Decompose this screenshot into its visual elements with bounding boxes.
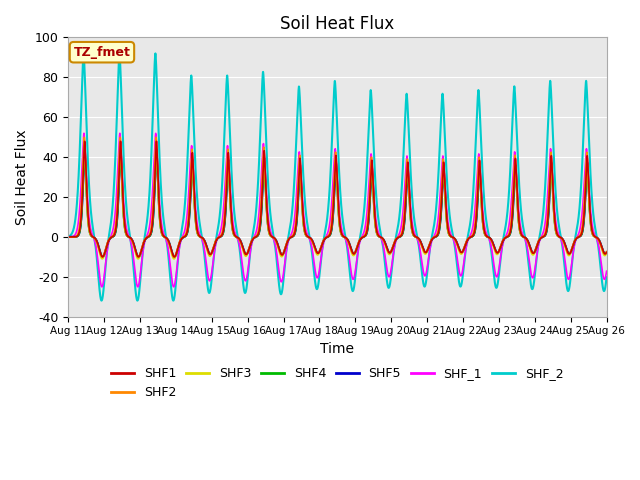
SHF3	[602, 252, 610, 257]
SHF2	[317, 243, 325, 249]
Line: SHF4: SHF4	[68, 151, 607, 257]
SHF_2	[80, 50, 88, 56]
SHF3	[428, 236, 436, 241]
SHF_1	[602, 271, 610, 277]
SHF_1	[603, 268, 611, 274]
SHF_2	[170, 298, 177, 303]
SHF_1	[428, 237, 436, 242]
SHF_1	[317, 253, 325, 259]
SHF2	[161, 234, 169, 240]
SHF2	[458, 249, 466, 255]
SHF3	[603, 250, 611, 256]
SHF2	[170, 254, 178, 260]
SHF1	[161, 234, 169, 240]
SHF1	[489, 240, 497, 245]
SHF1	[603, 250, 611, 255]
SHF4	[458, 250, 466, 255]
SHF3	[489, 241, 497, 247]
SHF2	[602, 250, 610, 255]
SHF_2	[161, 228, 169, 233]
SHF5	[161, 234, 169, 240]
Line: SHF5: SHF5	[68, 149, 607, 257]
SHF_1	[98, 284, 106, 290]
SHF_2	[603, 274, 611, 280]
SHF_2	[602, 279, 610, 285]
SHF5	[317, 244, 325, 250]
Legend: SHF1, SHF2, SHF3, SHF4, SHF5, SHF_1, SHF_2: SHF1, SHF2, SHF3, SHF4, SHF5, SHF_1, SHF…	[106, 362, 568, 404]
SHF2	[428, 236, 436, 241]
SHF1	[317, 244, 325, 250]
SHF4	[317, 244, 325, 250]
SHF5	[603, 250, 611, 255]
SHF2	[81, 134, 88, 140]
SHF4	[170, 254, 178, 260]
Line: SHF_1: SHF_1	[68, 133, 607, 287]
SHF5	[489, 240, 497, 245]
SHF2	[64, 234, 72, 240]
SHF3	[317, 243, 325, 249]
Y-axis label: Soil Heat Flux: Soil Heat Flux	[15, 129, 29, 225]
SHF5	[458, 250, 466, 255]
SHF3	[161, 234, 169, 240]
SHF3	[458, 251, 466, 256]
SHF5	[170, 254, 178, 260]
SHF4	[489, 240, 497, 245]
SHF1	[602, 251, 610, 256]
SHF1	[458, 250, 466, 255]
SHF2	[489, 240, 497, 246]
SHF1	[152, 138, 160, 144]
X-axis label: Time: Time	[321, 342, 355, 356]
SHF4	[603, 250, 611, 255]
SHF_2	[458, 278, 466, 284]
SHF4	[602, 251, 610, 256]
SHF3	[170, 256, 178, 262]
SHF_2	[428, 232, 436, 238]
Title: Soil Heat Flux: Soil Heat Flux	[280, 15, 394, 33]
SHF4	[152, 148, 160, 154]
SHF4	[161, 234, 169, 240]
SHF_1	[161, 234, 169, 240]
SHF1	[64, 234, 72, 240]
SHF5	[428, 236, 436, 242]
SHF_1	[489, 252, 497, 258]
Line: SHF1: SHF1	[68, 141, 607, 257]
Line: SHF3: SHF3	[68, 145, 607, 259]
SHF5	[602, 251, 610, 256]
SHF4	[428, 236, 436, 242]
SHF_1	[80, 131, 88, 136]
SHF5	[64, 234, 72, 240]
SHF4	[64, 234, 72, 240]
Line: SHF2: SHF2	[68, 137, 607, 257]
Line: SHF_2: SHF_2	[68, 53, 607, 300]
SHF3	[81, 143, 88, 148]
SHF_1	[458, 270, 466, 276]
SHF3	[64, 234, 72, 240]
SHF2	[603, 249, 611, 254]
Text: TZ_fmet: TZ_fmet	[74, 46, 131, 59]
SHF_2	[64, 234, 72, 240]
SHF_2	[317, 254, 325, 260]
SHF5	[152, 146, 160, 152]
SHF_2	[489, 260, 497, 266]
SHF1	[170, 254, 178, 260]
SHF_1	[64, 234, 72, 240]
SHF1	[428, 236, 436, 242]
